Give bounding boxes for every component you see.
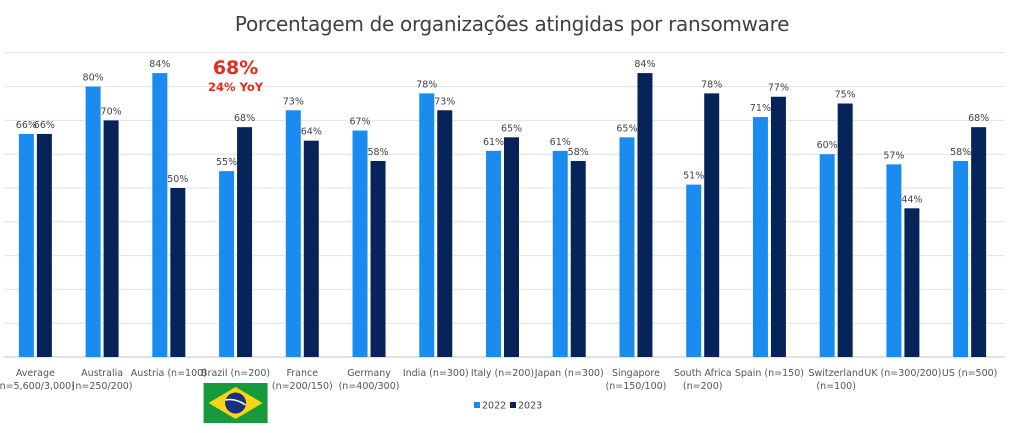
value-label: 78% bbox=[701, 79, 722, 90]
category-label: Japan (n=300) bbox=[534, 368, 604, 379]
category-labels: Average (n=5,600/3,000) Australia (n=250/20… bbox=[0, 368, 997, 392]
value-labels: 66%66% 80% 70% 84% 50% 55% 68% 73% 64% 67% 58% 78% 7… bbox=[16, 59, 989, 205]
bar-2022 bbox=[352, 130, 368, 357]
bar-2022 bbox=[886, 164, 902, 357]
value-label: 57% bbox=[883, 150, 904, 161]
category-label: (n=200/150) bbox=[272, 381, 333, 392]
category-label: (n=150/100) bbox=[606, 381, 667, 392]
bar-2023 bbox=[904, 208, 920, 357]
annotations: 68%24% YoY bbox=[208, 57, 264, 94]
bar-2022 bbox=[486, 150, 501, 357]
value-label: 58% bbox=[950, 147, 971, 158]
value-label: 73% bbox=[283, 96, 304, 107]
category-label: Switzerland bbox=[808, 368, 863, 379]
value-label: 70% bbox=[101, 106, 122, 117]
bar-2022 bbox=[619, 137, 635, 357]
category-label: Singapore bbox=[612, 368, 660, 379]
bar-2022 bbox=[953, 160, 969, 357]
value-label: 73% bbox=[434, 96, 455, 107]
bar-2022 bbox=[152, 73, 168, 357]
category-label: (n=400/300) bbox=[339, 381, 400, 392]
category-label: US (n=500) bbox=[942, 368, 998, 379]
flag-band bbox=[225, 398, 246, 406]
bar-2023 bbox=[170, 188, 186, 357]
bar-2022 bbox=[18, 133, 34, 357]
bar-2022 bbox=[819, 154, 835, 357]
brazil-flag bbox=[203, 383, 268, 423]
bar-2023 bbox=[103, 120, 119, 358]
bar-2022 bbox=[85, 86, 101, 357]
value-label: 78% bbox=[416, 79, 437, 90]
value-label: 84% bbox=[634, 59, 655, 70]
value-label: 67% bbox=[349, 117, 370, 128]
bar-2023 bbox=[570, 160, 586, 357]
value-label: 55% bbox=[216, 157, 237, 168]
bar-2023 bbox=[837, 103, 853, 357]
category-label: Average bbox=[16, 368, 55, 379]
category-label: Australia bbox=[81, 368, 123, 379]
category-label: Brazil (n=200) bbox=[201, 368, 270, 379]
bar-2022 bbox=[419, 93, 435, 358]
category-label: Italy (n=200) bbox=[471, 368, 534, 379]
legend: 2022 2023 bbox=[474, 401, 542, 412]
value-label: 58% bbox=[568, 147, 589, 158]
flag-globe bbox=[225, 392, 247, 414]
legend-label-2022: 2022 bbox=[482, 401, 506, 412]
annotation-value: 68% bbox=[213, 57, 258, 79]
bars bbox=[18, 73, 987, 358]
bar-2022 bbox=[219, 171, 235, 357]
bar-2023 bbox=[704, 93, 720, 358]
category-label: Spain (n=150) bbox=[735, 368, 804, 379]
category-label: (n=100) bbox=[816, 381, 856, 392]
bar-2022 bbox=[285, 110, 301, 357]
value-label: 50% bbox=[167, 174, 188, 185]
legend-label-2023: 2023 bbox=[518, 401, 542, 412]
category-label: UK (n=300/200) bbox=[864, 368, 941, 379]
value-label: 80% bbox=[83, 73, 104, 84]
bar-2023 bbox=[370, 160, 386, 357]
bar-2023 bbox=[303, 140, 319, 357]
value-label: 61% bbox=[550, 137, 571, 148]
bar-2023 bbox=[971, 127, 987, 357]
legend-swatch-2023 bbox=[510, 402, 516, 408]
value-label: 68% bbox=[234, 113, 255, 124]
category-label: India (n=300) bbox=[403, 368, 469, 379]
category-label: Germany bbox=[347, 368, 391, 379]
bar-2023 bbox=[437, 110, 453, 357]
bar-2023 bbox=[36, 133, 52, 357]
category-label: (n=250/200) bbox=[72, 381, 133, 392]
category-label: Austria (n=100) bbox=[131, 368, 207, 379]
value-label: 65% bbox=[501, 123, 522, 134]
bar-2022 bbox=[686, 184, 702, 357]
bar-2022 bbox=[752, 117, 768, 358]
value-label: 71% bbox=[750, 103, 771, 114]
bar-2023 bbox=[637, 73, 653, 357]
value-label: 60% bbox=[817, 140, 838, 151]
category-label: (n=5,600/3,000) bbox=[0, 381, 75, 392]
chart-title: Porcentagem de organizações atingidas po… bbox=[234, 12, 790, 36]
bar-2023 bbox=[504, 137, 519, 357]
value-label: 66% bbox=[16, 120, 37, 131]
value-label: 84% bbox=[149, 59, 170, 70]
value-label: 66% bbox=[34, 120, 55, 131]
value-label: 65% bbox=[616, 123, 637, 134]
value-label: 44% bbox=[901, 194, 922, 205]
value-label: 51% bbox=[683, 171, 704, 182]
bar-2022 bbox=[552, 150, 568, 357]
value-label: 64% bbox=[301, 127, 322, 138]
category-label: South Africa bbox=[674, 368, 732, 379]
bar-2023 bbox=[770, 96, 786, 358]
value-label: 75% bbox=[835, 90, 856, 101]
value-label: 68% bbox=[968, 113, 989, 124]
value-label: 77% bbox=[768, 83, 789, 94]
annotation-yoy: 24% YoY bbox=[208, 80, 264, 94]
value-label: 61% bbox=[483, 137, 504, 148]
category-label: (n=200) bbox=[683, 381, 723, 392]
category-label: France bbox=[287, 368, 319, 379]
legend-swatch-2022 bbox=[474, 402, 480, 408]
value-label: 58% bbox=[367, 147, 388, 158]
bar-2023 bbox=[237, 127, 253, 357]
